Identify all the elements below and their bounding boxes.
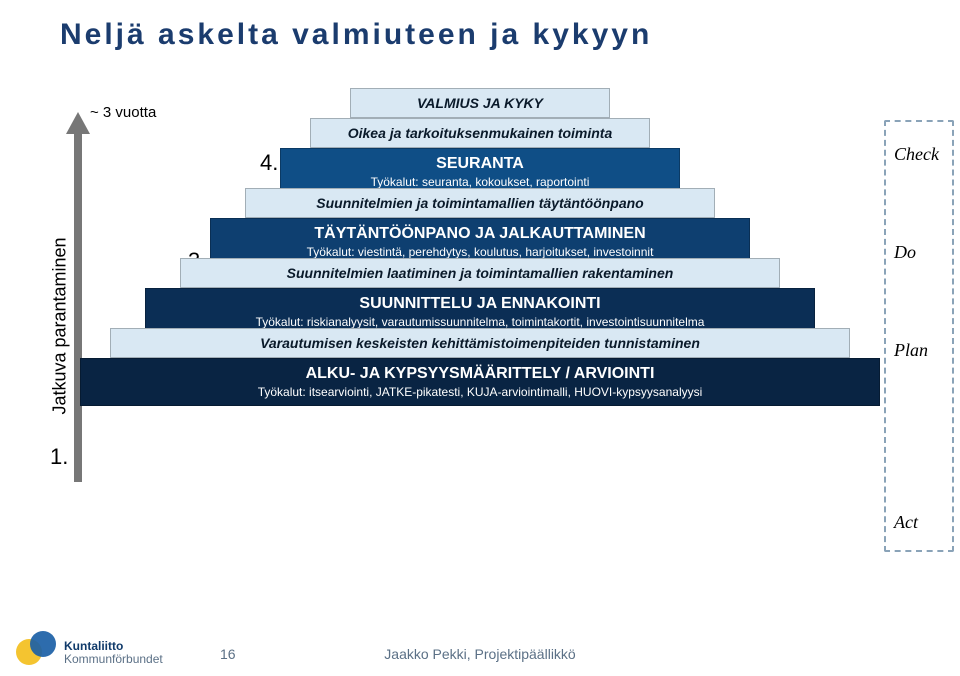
footer-author: Jaakko Pekki, Projektipäällikkö bbox=[384, 646, 575, 662]
kuntaliitto-logo-icon bbox=[14, 628, 58, 668]
layer-caption: Suunnitelmien ja toimintamallien täytänt… bbox=[245, 188, 715, 218]
action-tools: Työkalut: itsearviointi, JATKE-pikatesti… bbox=[89, 385, 871, 399]
page-title: Neljä askelta valmiuteen ja kykyyn bbox=[60, 18, 652, 52]
pyramid-layer: Varautumisen keskeisten kehittämistoimen… bbox=[80, 328, 880, 406]
footer: Kuntaliitto Kommunförbundet 16 Jaakko Pe… bbox=[0, 628, 960, 668]
pyramid-layer: Suunnitelmien laatiminen ja toimintamall… bbox=[145, 258, 815, 336]
action-title: ALKU- JA KYPSYYSMÄÄRITTELY / ARVIOINTI bbox=[306, 365, 655, 382]
layer-caption-top: VALMIUS JA KYKY bbox=[350, 88, 610, 118]
step-number: 1. bbox=[50, 444, 68, 470]
page-number: 16 bbox=[220, 646, 236, 662]
pyramid-diagram: VALMIUS JA KYKYOikea ja tarkoituksenmuka… bbox=[0, 80, 960, 600]
pdca-cycle-box: Check Do Plan Act bbox=[884, 120, 954, 552]
pyramid-layer: Suunnitelmien ja toimintamallien täytänt… bbox=[210, 188, 750, 266]
action-tools: Työkalut: seuranta, kokoukset, raportoin… bbox=[289, 175, 671, 189]
step-number: 4. bbox=[260, 150, 278, 176]
action-title: SEURANTA bbox=[436, 155, 524, 172]
cycle-phase: Act bbox=[894, 512, 918, 533]
logo-line2: Kommunförbundet bbox=[64, 652, 163, 666]
action-tools: Työkalut: riskianalyysit, varautumissuun… bbox=[154, 315, 806, 329]
action-title: TÄYTÄNTÖÖNPANO JA JALKAUTTAMINEN bbox=[314, 225, 645, 242]
layer-caption: Oikea ja tarkoituksenmukainen toiminta bbox=[310, 118, 650, 148]
action-tools: Työkalut: viestintä, perehdytys, koulutu… bbox=[219, 245, 741, 259]
layer-action: ALKU- JA KYPSYYSMÄÄRITTELY / ARVIOINTI Ty… bbox=[80, 358, 880, 406]
layer-caption: Varautumisen keskeisten kehittämistoimen… bbox=[110, 328, 850, 358]
layer-caption: Suunnitelmien laatiminen ja toimintamall… bbox=[180, 258, 780, 288]
logo-text: Kuntaliitto Kommunförbundet bbox=[64, 640, 163, 666]
action-title: SUUNNITTELU JA ENNAKOINTI bbox=[359, 295, 600, 312]
cycle-phase: Plan bbox=[894, 340, 928, 361]
pyramid-layer: VALMIUS JA KYKYOikea ja tarkoituksenmuka… bbox=[280, 88, 680, 196]
cycle-phase: Do bbox=[894, 242, 916, 263]
cycle-phase: Check bbox=[894, 144, 939, 165]
logo-line1: Kuntaliitto bbox=[64, 639, 123, 653]
